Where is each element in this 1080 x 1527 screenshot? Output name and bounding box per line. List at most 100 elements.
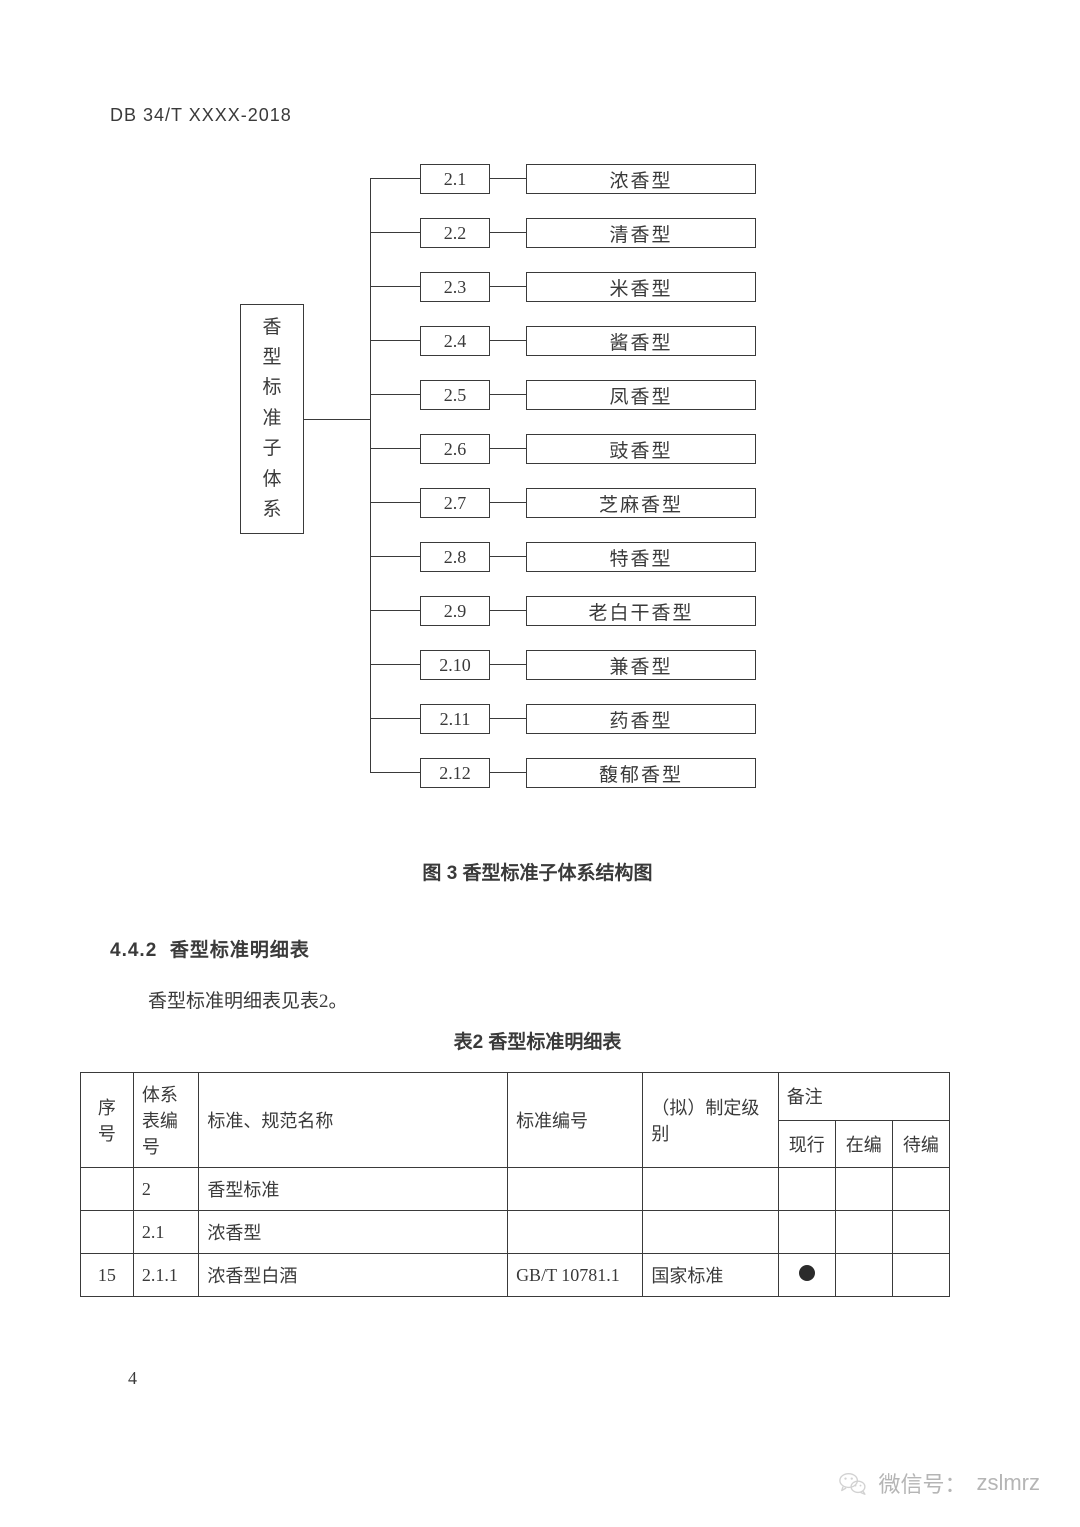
diagram-num-box: 2.9 (420, 596, 490, 626)
diagram-row-connector (370, 556, 420, 557)
cell-sys: 2.1.1 (133, 1254, 199, 1297)
diagram-mid-connector (490, 340, 526, 341)
cell-editing (835, 1211, 892, 1254)
diagram-row-connector (370, 664, 420, 665)
diagram-root-char: 系 (262, 495, 281, 525)
cell-seq (81, 1211, 134, 1254)
footer-value: zslmrz (976, 1470, 1040, 1496)
diagram-root-char: 香 (262, 313, 281, 343)
cell-code: GB/T 10781.1 (508, 1254, 643, 1297)
diagram-mid-connector (490, 664, 526, 665)
diagram-label-box: 浓香型 (526, 164, 756, 194)
diagram-root-char: 准 (262, 404, 281, 434)
diagram-label-box: 特香型 (526, 542, 756, 572)
body-text: 香型标准明细表见表2。 (148, 986, 965, 1013)
diagram-label-box: 米香型 (526, 272, 756, 302)
diagram-row-connector (370, 232, 420, 233)
diagram-num-box: 2.12 (420, 758, 490, 788)
diagram-row-connector (370, 394, 420, 395)
th-seq: 序号 (81, 1073, 134, 1168)
cell-sys: 2.1 (133, 1211, 199, 1254)
cell-pending (892, 1211, 949, 1254)
cell-level (643, 1211, 778, 1254)
cell-name: 香型标准 (199, 1168, 508, 1211)
diagram-row-connector (370, 502, 420, 503)
page-number: 4 (128, 1368, 137, 1389)
diagram-label-box: 清香型 (526, 218, 756, 248)
wechat-footer: 微信号： zslmrz (838, 1467, 1040, 1499)
cell-name: 浓香型 (199, 1211, 508, 1254)
diagram-num-box: 2.8 (420, 542, 490, 572)
cell-code (508, 1168, 643, 1211)
th-pending: 待编 (892, 1120, 949, 1168)
diagram-row-connector (370, 610, 420, 611)
diagram-row-connector (370, 286, 420, 287)
diagram-mid-connector (490, 394, 526, 395)
section-title: 香型标准明细表 (170, 940, 310, 961)
diagram-num-box: 2.6 (420, 434, 490, 464)
cell-editing (835, 1168, 892, 1211)
cell-pending (892, 1168, 949, 1211)
th-editing: 在编 (835, 1120, 892, 1168)
table-header-row: 序号 体系表编号 标准、规范名称 标准编号 （拟）制定级别 备注 (81, 1073, 950, 1121)
diagram-root-char: 子 (262, 434, 281, 464)
diagram-root-box: 香型标准子体系 (240, 304, 304, 534)
cell-sys: 2 (133, 1168, 199, 1211)
diagram-row-connector (370, 340, 420, 341)
diagram-root-char: 体 (262, 465, 281, 495)
diagram-label-box: 凤香型 (526, 380, 756, 410)
diagram-num-box: 2.1 (420, 164, 490, 194)
th-code: 标准编号 (508, 1073, 643, 1168)
th-note: 备注 (778, 1073, 949, 1121)
diagram-mid-connector (490, 718, 526, 719)
cell-current (778, 1254, 835, 1297)
diagram-label-box: 馥郁香型 (526, 758, 756, 788)
diagram-bracket (370, 178, 420, 772)
table-row: 152.1.1浓香型白酒GB/T 10781.1国家标准 (81, 1254, 950, 1297)
diagram-label-box: 药香型 (526, 704, 756, 734)
cell-current (778, 1168, 835, 1211)
cell-name: 浓香型白酒 (199, 1254, 508, 1297)
diagram-row-connector (370, 718, 420, 719)
diagram-mid-connector (490, 502, 526, 503)
diagram-root-char: 型 (262, 343, 281, 373)
diagram-label-box: 豉香型 (526, 434, 756, 464)
table-row: 2香型标准 (81, 1168, 950, 1211)
cell-code (508, 1211, 643, 1254)
cell-seq: 15 (81, 1254, 134, 1297)
cell-pending (892, 1254, 949, 1297)
diagram-mid-connector (490, 610, 526, 611)
section-number: 4.4.2 (110, 940, 157, 961)
table-row: 2.1浓香型 (81, 1211, 950, 1254)
cell-level (643, 1168, 778, 1211)
diagram-root-connector (304, 419, 370, 420)
diagram-row-connector (370, 448, 420, 449)
cell-seq (81, 1168, 134, 1211)
th-name: 标准、规范名称 (199, 1073, 508, 1168)
diagram-num-box: 2.3 (420, 272, 490, 302)
tree-diagram: 香型标准子体系 2.1 浓香型 2.2 清香型 2.3 米香型 2.4 酱香型 2.5 凤香型 2.… (240, 164, 920, 798)
cell-editing (835, 1254, 892, 1297)
diagram-mid-connector (490, 448, 526, 449)
diagram-label-box: 酱香型 (526, 326, 756, 356)
th-sys: 体系表编号 (133, 1073, 199, 1168)
diagram-label-box: 兼香型 (526, 650, 756, 680)
diagram-num-box: 2.10 (420, 650, 490, 680)
diagram-num-box: 2.5 (420, 380, 490, 410)
diagram-mid-connector (490, 556, 526, 557)
diagram-num-box: 2.2 (420, 218, 490, 248)
cell-current (778, 1211, 835, 1254)
footer-label: 微信号： (878, 1467, 966, 1499)
diagram-num-box: 2.4 (420, 326, 490, 356)
section-heading: 4.4.2 香型标准明细表 (110, 935, 965, 962)
diagram-num-box: 2.7 (420, 488, 490, 518)
diagram-row-connector (370, 772, 420, 773)
table-caption: 表2 香型标准明细表 (110, 1027, 965, 1054)
diagram-mid-connector (490, 772, 526, 773)
diagram-mid-connector (490, 178, 526, 179)
diagram-mid-connector (490, 286, 526, 287)
diagram-label-box: 芝麻香型 (526, 488, 756, 518)
doc-id: DB 34/T XXXX-2018 (110, 105, 965, 126)
detail-table: 序号 体系表编号 标准、规范名称 标准编号 （拟）制定级别 备注 现行 在编 待… (80, 1072, 950, 1297)
diagram-mid-connector (490, 232, 526, 233)
